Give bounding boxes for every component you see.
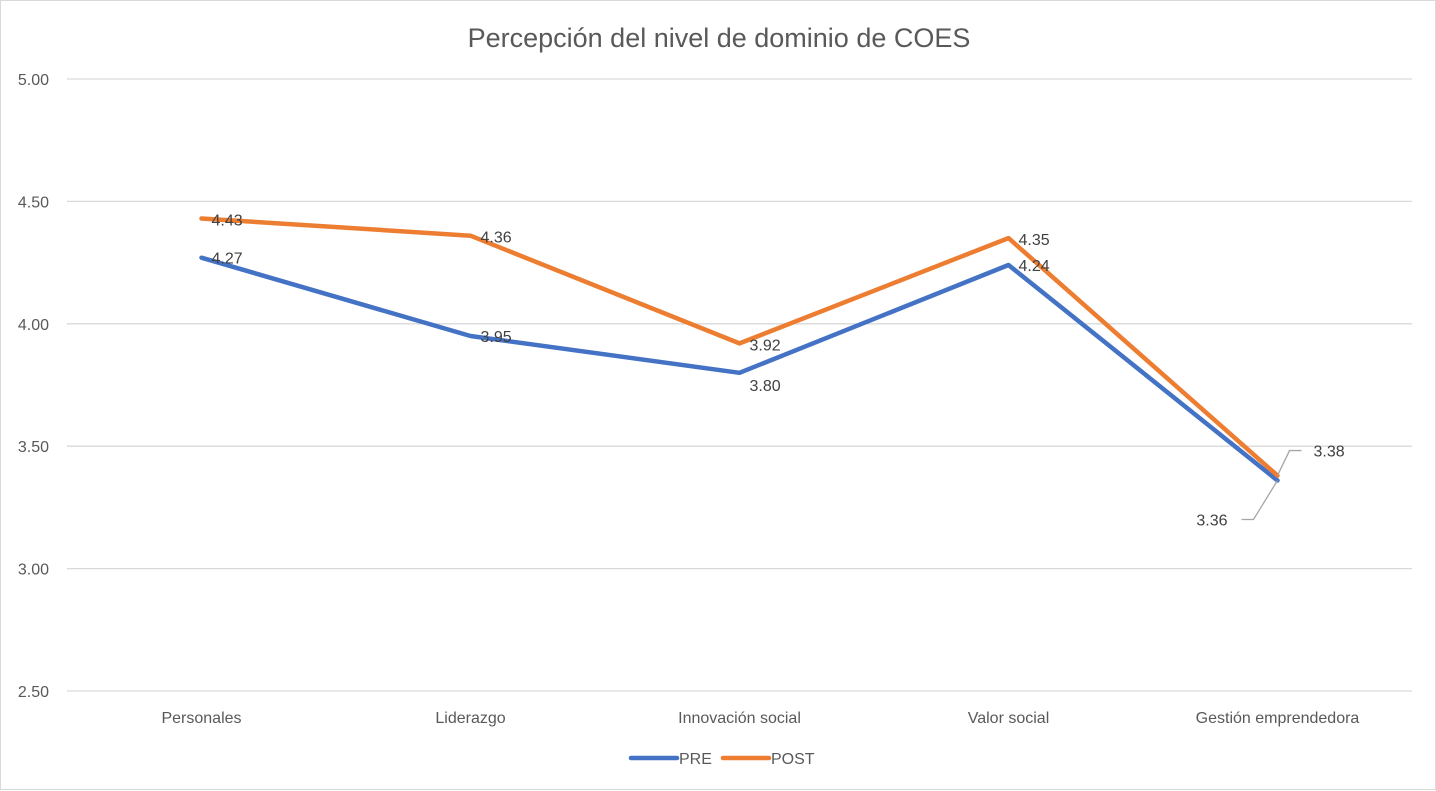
series-lines (199, 216, 1280, 483)
legend-label: POST (771, 751, 815, 768)
x-category-label: Gestión emprendedora (1196, 710, 1360, 727)
x-axis-categories: Personales Liderazgo Innovación social Valo… (161, 710, 1359, 727)
data-label: 4.35 (1019, 232, 1050, 249)
y-tick-label: 4.00 (18, 317, 49, 334)
data-label: 4.43 (212, 213, 243, 230)
y-tick-label: 5.00 (18, 72, 49, 89)
data-label: 3.95 (481, 329, 512, 346)
data-label: 4.24 (1019, 258, 1050, 275)
data-label: 4.27 (212, 251, 243, 268)
data-label: 3.80 (750, 378, 781, 395)
legend: PRE POST (628, 751, 815, 768)
y-tick-label: 3.00 (18, 562, 49, 579)
data-label-leader (1241, 480, 1279, 521)
gridlines (67, 78, 1412, 692)
y-tick-label: 2.50 (18, 684, 49, 701)
series-line-pre (199, 255, 1280, 483)
y-tick-label: 4.50 (18, 194, 49, 211)
series-line-post (199, 216, 1280, 478)
data-label: 4.36 (481, 230, 512, 247)
chart-title: Percepción del nivel de dominio de COES (468, 23, 971, 53)
x-category-label: Liderazgo (435, 710, 505, 727)
x-category-label: Personales (161, 710, 241, 727)
x-category-label: Valor social (968, 710, 1050, 727)
data-label: 3.36 (1196, 512, 1227, 529)
x-category-label: Innovación social (678, 710, 801, 727)
data-label: 3.38 (1314, 444, 1345, 461)
y-tick-label: 3.50 (18, 439, 49, 456)
legend-label: PRE (679, 751, 712, 768)
data-label: 3.92 (750, 337, 781, 354)
data-label-leader (1276, 449, 1302, 476)
data-labels: 4.27 3.95 3.80 4.24 3.36 4.43 4.36 3.92 4.35 3.38 (212, 213, 1345, 530)
y-axis-ticks: 2.50 3.00 3.50 4.00 4.50 5.00 (18, 72, 49, 701)
